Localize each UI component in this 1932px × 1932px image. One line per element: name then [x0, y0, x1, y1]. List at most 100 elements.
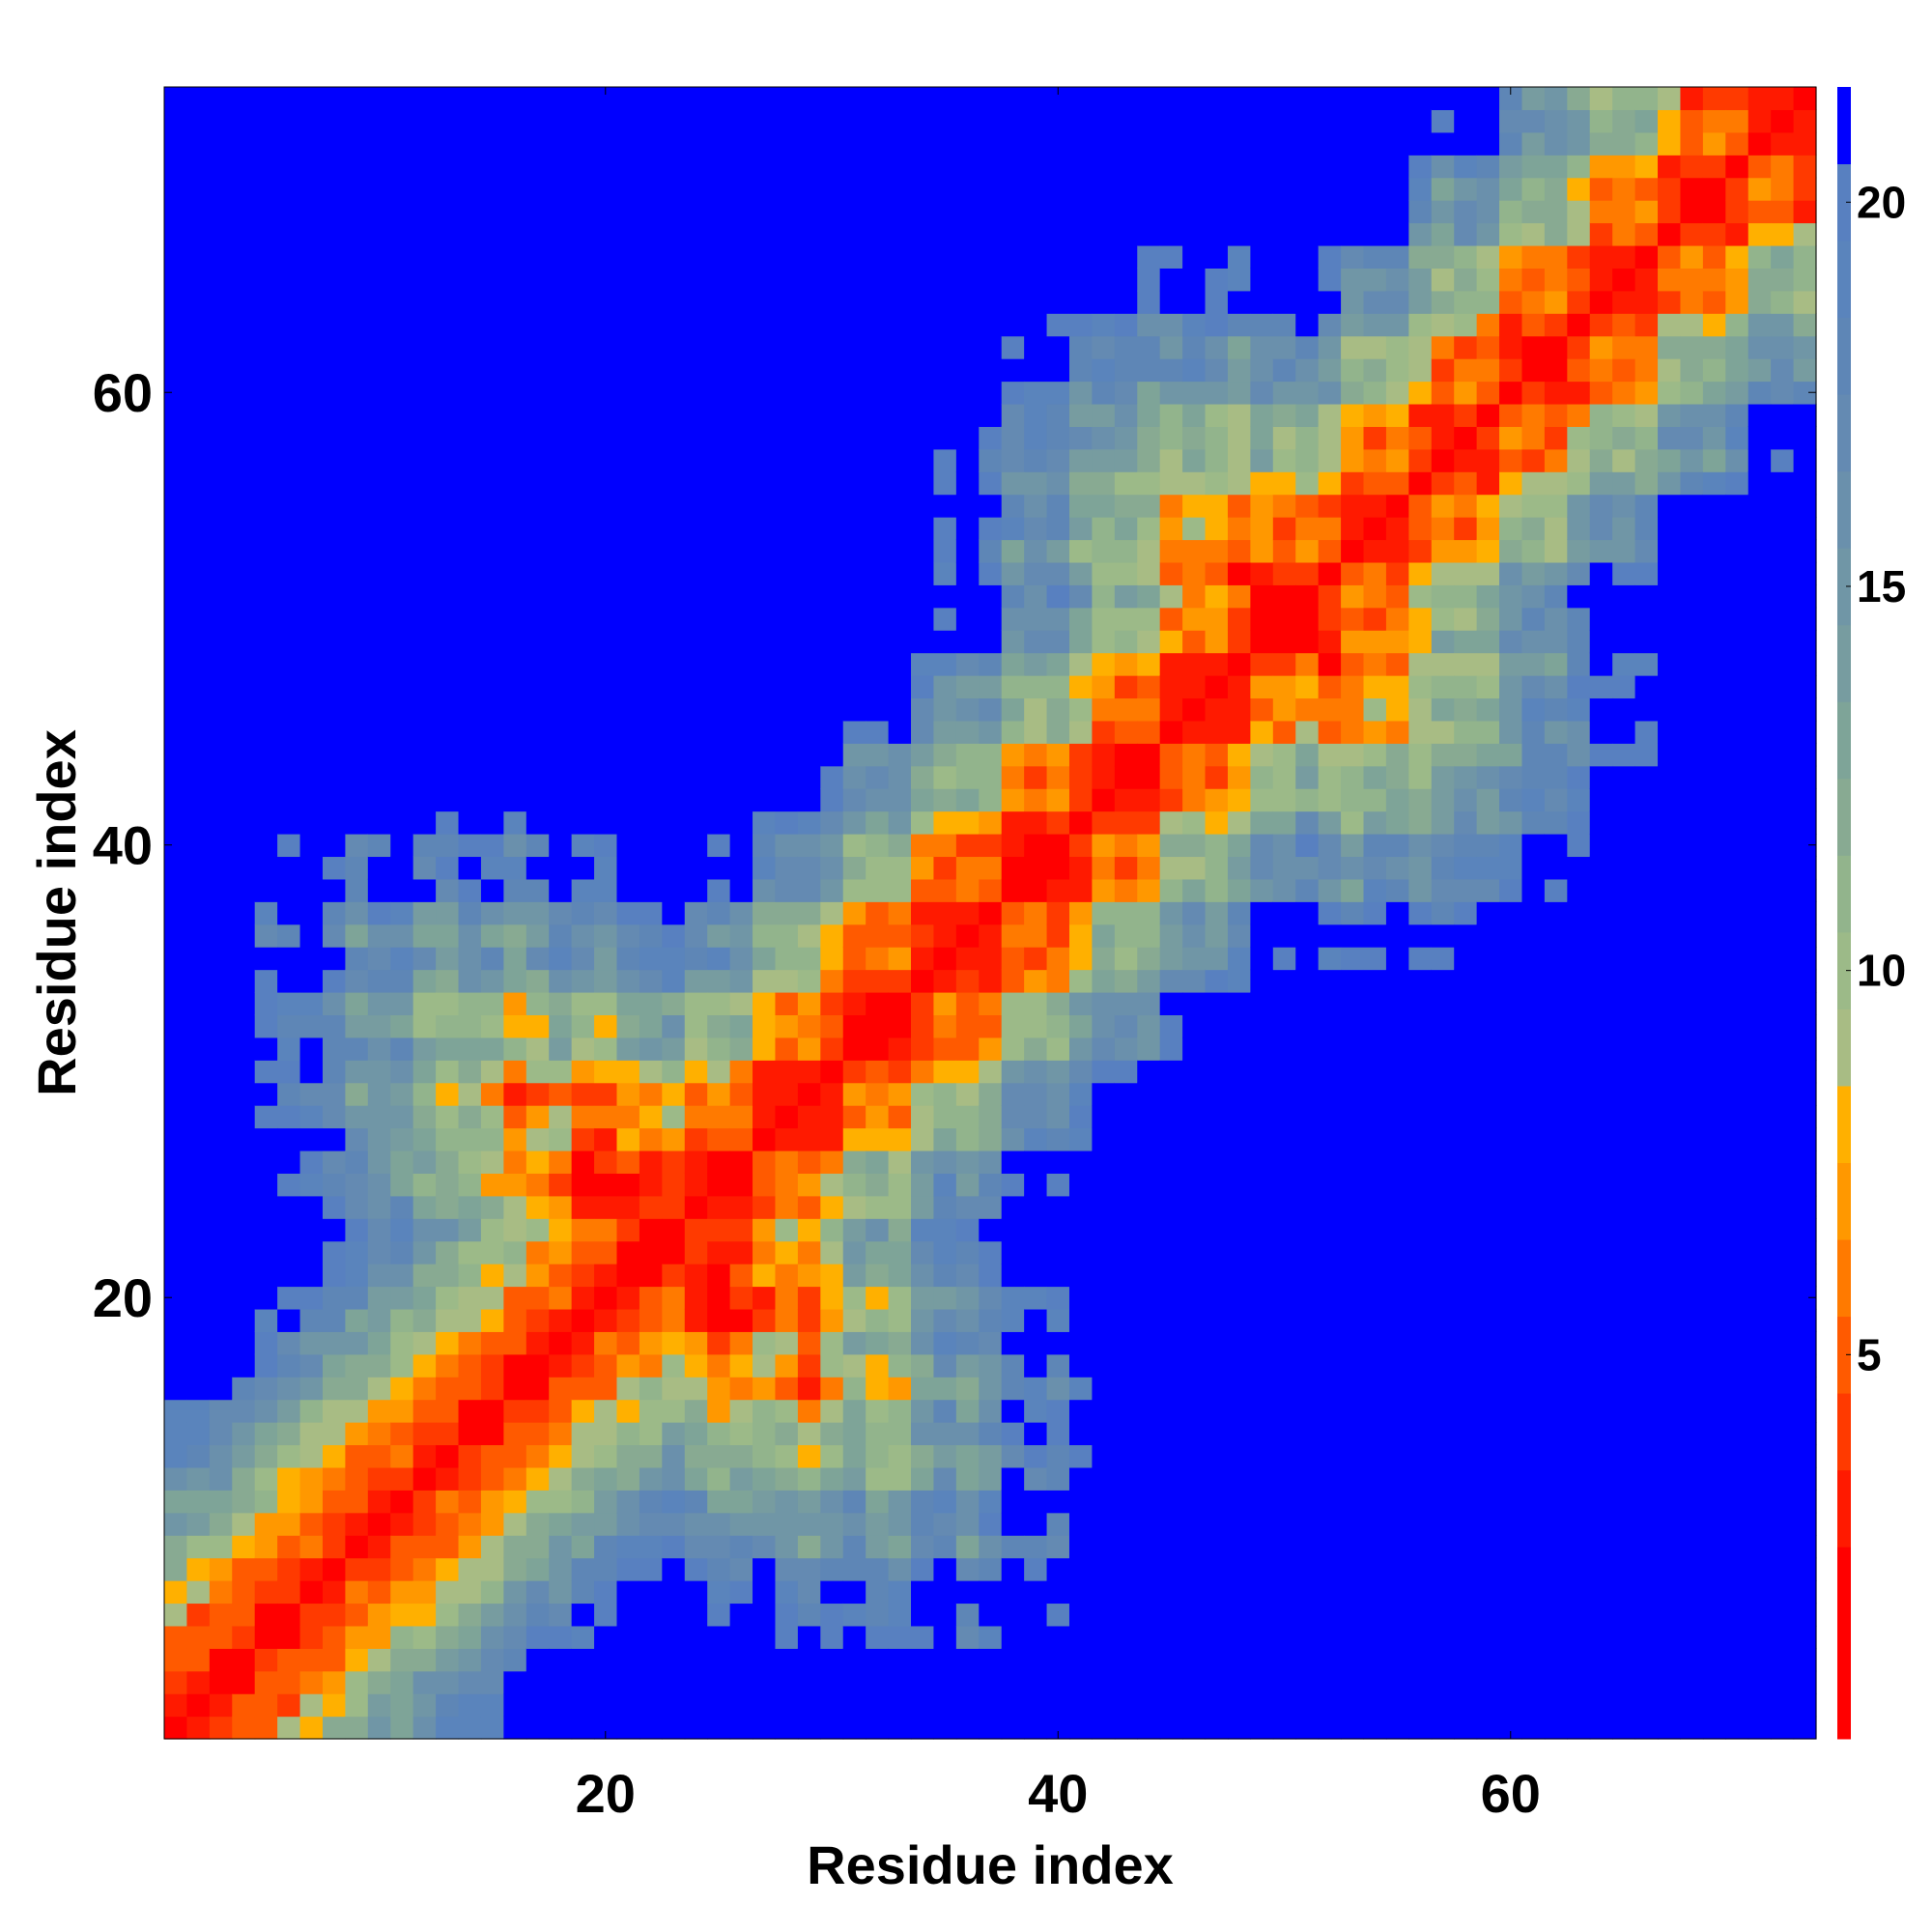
heatmap-cell [480, 1353, 504, 1378]
heatmap-cell [1702, 1127, 1726, 1151]
heatmap-cell [458, 1512, 482, 1536]
heatmap-cell [707, 1603, 731, 1627]
heatmap-cell [1634, 381, 1659, 405]
heatmap-cell [1544, 697, 1568, 722]
heatmap-cell [322, 381, 346, 405]
heatmap-cell [662, 1082, 686, 1106]
heatmap-cell [322, 607, 346, 631]
heatmap-cell [662, 1490, 686, 1514]
heatmap-cell [186, 1466, 211, 1491]
heatmap-cell [1680, 1377, 1704, 1401]
heatmap-cell [480, 788, 504, 812]
heatmap-cell [1363, 403, 1387, 427]
heatmap-cell [1205, 1693, 1229, 1718]
heatmap-cell [526, 1716, 550, 1740]
heatmap-cell [933, 1377, 957, 1401]
heatmap-cell [1431, 403, 1455, 427]
heatmap-cell [911, 1512, 935, 1536]
heatmap-cell [1680, 1240, 1704, 1264]
heatmap-cell [1567, 991, 1591, 1016]
heatmap-cell [662, 1535, 686, 1559]
heatmap-cell [639, 1490, 663, 1514]
heatmap-cell [933, 1422, 957, 1446]
heatmap-cell [436, 268, 460, 292]
heatmap-cell [1702, 1240, 1726, 1264]
heatmap-cell [186, 1580, 211, 1605]
heatmap-cell [684, 697, 708, 722]
heatmap-cell [277, 1218, 301, 1242]
heatmap-cell [820, 720, 844, 744]
heatmap-cell [707, 1512, 731, 1536]
heatmap-cell [1159, 517, 1183, 541]
heatmap-cell [775, 1444, 799, 1468]
heatmap-cell [209, 87, 233, 111]
heatmap-cell [1068, 403, 1094, 427]
heatmap-cell [1499, 494, 1523, 518]
heatmap-cell [820, 1060, 844, 1084]
heatmap-cell [390, 1716, 414, 1740]
heatmap-cell [888, 878, 912, 902]
heatmap-cell [254, 1490, 278, 1514]
heatmap-cell [955, 969, 980, 993]
heatmap-cell [1567, 426, 1591, 450]
heatmap-cell [549, 901, 573, 925]
heatmap-cell [797, 244, 821, 269]
heatmap-cell [1589, 856, 1613, 880]
heatmap-cell [1272, 1195, 1296, 1219]
heatmap-cell [594, 244, 618, 269]
heatmap-cell [367, 1218, 391, 1242]
heatmap-cell [1567, 561, 1591, 585]
heatmap-cell [1589, 1670, 1613, 1694]
heatmap-cell [1024, 403, 1048, 427]
heatmap-cell [888, 1060, 912, 1084]
heatmap-cell [436, 788, 460, 812]
heatmap-cell [322, 834, 346, 858]
heatmap-cell [955, 517, 980, 541]
heatmap-cell [322, 743, 346, 767]
heatmap-cell [1068, 268, 1094, 292]
heatmap-cell [254, 1218, 278, 1242]
heatmap-cell [1137, 290, 1161, 314]
heatmap-cell [1499, 1264, 1523, 1288]
heatmap-cell [594, 1625, 618, 1649]
heatmap-cell [729, 1173, 753, 1197]
heatmap-cell [1702, 1422, 1726, 1446]
heatmap-cell [662, 155, 686, 179]
heatmap-cell [888, 1173, 912, 1197]
heatmap-cell [1680, 1037, 1704, 1061]
heatmap-cell [729, 335, 753, 359]
heatmap-cell [1092, 177, 1116, 201]
heatmap-cell [254, 358, 278, 383]
heatmap-cell [390, 584, 414, 609]
heatmap-cell [254, 1535, 278, 1559]
heatmap-cell [367, 1082, 391, 1106]
heatmap-cell [232, 810, 256, 835]
heatmap-cell [571, 1014, 595, 1038]
heatmap-cell [979, 1240, 1003, 1264]
heatmap-cell [1024, 1716, 1048, 1740]
heatmap-cell [979, 1218, 1003, 1242]
heatmap-cell [866, 1127, 890, 1151]
heatmap-cell [820, 1173, 844, 1197]
heatmap-cell [458, 584, 482, 609]
heatmap-cell [549, 268, 573, 292]
heatmap-cell [345, 109, 369, 133]
heatmap-cell [1408, 1286, 1433, 1310]
heatmap-cell [1092, 1218, 1116, 1242]
heatmap-cell [729, 1535, 753, 1559]
heatmap-cell [322, 1444, 346, 1468]
heatmap-cell [1318, 1557, 1342, 1581]
heatmap-cell [933, 1060, 957, 1084]
heatmap-cell [820, 131, 844, 156]
heatmap-cell [549, 743, 573, 767]
heatmap-cell [842, 878, 867, 902]
heatmap-cell [1024, 1670, 1048, 1694]
heatmap-cell [979, 810, 1003, 835]
heatmap-cell [1476, 426, 1500, 450]
heatmap-cell [594, 290, 618, 314]
heatmap-cell [503, 923, 527, 948]
heatmap-cell [1159, 697, 1183, 722]
heatmap-cell [1702, 1512, 1726, 1536]
heatmap-cell [254, 1286, 278, 1310]
heatmap-cell [1250, 1603, 1274, 1627]
